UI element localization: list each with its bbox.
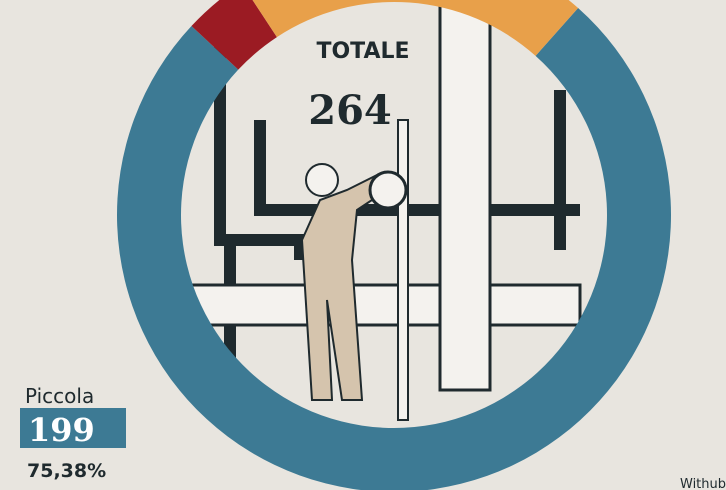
donut	[117, 0, 671, 490]
donut-segment	[252, 0, 579, 56]
value-box	[20, 408, 126, 448]
source: Withub	[680, 477, 726, 490]
share-label: 75,38%	[27, 460, 106, 482]
total-value: 264	[308, 87, 392, 134]
donut-segment	[191, 0, 277, 70]
value-label: 199	[28, 411, 95, 449]
donut-segment	[117, 8, 671, 490]
illustration	[158, 0, 582, 421]
total-label: TOTALE	[316, 39, 409, 64]
category-label: Piccola	[25, 384, 94, 408]
